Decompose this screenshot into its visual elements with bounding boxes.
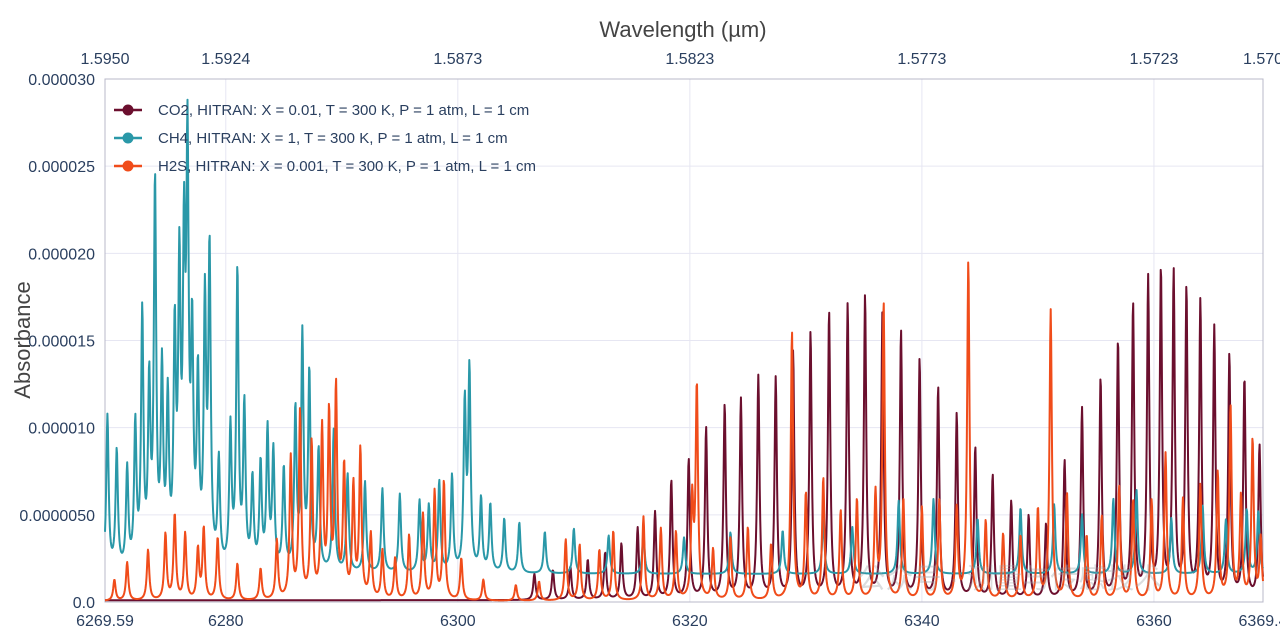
y-tick-label: 0.000010 xyxy=(28,421,95,438)
x-tick-label: 6269.59 xyxy=(76,613,134,627)
y-tick-label: 0.000025 xyxy=(28,159,95,176)
legend-entry-label: CH4, HITRAN: X = 1, T = 300 K, P = 1 atm… xyxy=(158,130,508,147)
legend-entry-label: CO2, HITRAN: X = 0.01, T = 300 K, P = 1 … xyxy=(158,102,529,119)
x-top-tick-label: 1.5950 xyxy=(81,51,130,68)
x-axis-top: 1.5950 1.5924 1.5873 1.5823 1.5773 1.5723 1.57… xyxy=(81,51,1280,68)
x-tick-label: 6320 xyxy=(672,613,708,627)
plot-frame xyxy=(104,78,1264,603)
y-axis: 0.0 0.0000050 0.000010 0.000015 0.000020 0.00… xyxy=(19,72,95,612)
legend-entry-label: H2S, HITRAN: X = 0.001, T = 300 K, P = 1… xyxy=(158,158,536,175)
legend: CO2, HITRAN: X = 0.01, T = 300 K, P = 1 … xyxy=(114,102,536,175)
series-line-h2s xyxy=(104,261,1264,602)
x-top-tick-label: 1.5924 xyxy=(201,51,250,68)
x-top-tick-label: 1.5823 xyxy=(665,51,714,68)
y-tick-label: 0.0000050 xyxy=(19,508,95,525)
x-top-tick-label: 1.570 xyxy=(1243,51,1280,68)
y-axis-title: Absorbance xyxy=(10,281,35,398)
watermark-text: 公众号 · 测量与传感技术 xyxy=(858,563,1163,594)
x-top-tick-label: 1.5873 xyxy=(433,51,482,68)
legend-marker xyxy=(122,104,134,116)
x-tick-label: 6369.4 xyxy=(1239,613,1280,627)
x-top-tick-label: 1.5773 xyxy=(897,51,946,68)
x-tick-label: 6360 xyxy=(1136,613,1172,627)
series-lines xyxy=(104,98,1264,602)
x-top-axis-title: Wavelength (µm) xyxy=(599,17,766,42)
legend-marker xyxy=(122,160,134,172)
x-tick-label: 6280 xyxy=(208,613,244,627)
y-tick-label: 0.000030 xyxy=(28,72,95,89)
x-axis-bottom: 6269.59 6280 6300 6320 6340 6360 6369.4 xyxy=(76,613,1280,627)
y-tick-label: 0.000015 xyxy=(28,334,95,351)
y-tick-label: 0.0 xyxy=(73,595,95,612)
y-tick-label: 0.000020 xyxy=(28,246,95,263)
legend-marker xyxy=(122,132,134,144)
x-top-tick-label: 1.5723 xyxy=(1129,51,1178,68)
x-tick-label: 6340 xyxy=(904,613,940,627)
x-tick-label: 6300 xyxy=(440,613,476,627)
